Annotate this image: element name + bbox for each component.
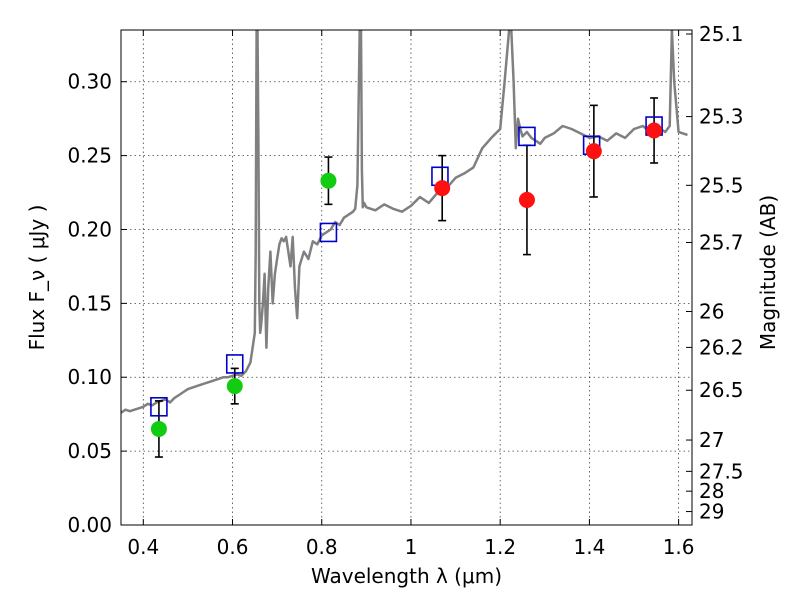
model-photometry-markers: [150, 116, 663, 417]
observed-photometry-markers: [150, 122, 663, 437]
y-tick-label: 0.05: [67, 439, 112, 463]
y-tick-label: 0.20: [67, 217, 112, 241]
y2-tick-label: 25.1: [699, 22, 744, 46]
y2-tick-label: 26.2: [699, 335, 744, 359]
observed-photometry-point: [320, 172, 337, 189]
observed-photometry-point: [226, 378, 243, 395]
model-photometry-square: [150, 396, 168, 417]
y2-tick-label: 27: [699, 428, 724, 452]
y2-tick-label: 29: [699, 500, 724, 524]
observed-photometry-point: [150, 420, 167, 437]
x-tick-label: 1.6: [663, 535, 695, 559]
x-tick-label: 1.4: [573, 535, 605, 559]
y2-tick-label: 26: [699, 299, 724, 323]
y2-tick-label: 25.7: [699, 230, 744, 254]
spectrum-line: [121, 30, 688, 414]
y-tick-label: 0.25: [67, 144, 112, 168]
tick-labels: 0.4 0.6 0.8 1 1.2 1.4 1.6 0.00 0.05 0.10 0.15 0.20 0…: [67, 22, 743, 559]
x-tick-label: 1: [405, 535, 418, 559]
model-photometry-square: [225, 354, 244, 374]
y-tick-label: 0.30: [67, 70, 112, 94]
y-axis-label: Flux F_ν ( μJy ): [25, 205, 49, 351]
y-tick-label: 0.10: [67, 365, 112, 389]
y-tick-label: 0.15: [67, 291, 112, 315]
model-photometry-square: [518, 126, 536, 147]
observed-photometry-point: [585, 143, 602, 160]
error-bars: [154, 97, 659, 458]
x-axis-label: Wavelength λ (μm): [311, 564, 502, 588]
observed-photometry-point: [518, 191, 535, 208]
y-tick-label: 0.00: [67, 513, 112, 537]
y2-tick-label: 26.5: [699, 378, 744, 402]
axis-ticks: [121, 30, 692, 526]
observed-photometry-point: [434, 180, 451, 197]
model-photometry-square: [319, 222, 338, 243]
y2-tick-label: 27.5: [699, 459, 744, 483]
y2-tick-label: 25.5: [699, 173, 744, 197]
x-tick-label: 1.2: [484, 535, 516, 559]
observed-photometry-point: [646, 122, 663, 139]
grid-lines: [121, 30, 692, 525]
plot-frame: [120, 29, 693, 526]
y2-tick-label: 28: [699, 479, 724, 503]
x-tick-label: 0.4: [127, 535, 159, 559]
y2-axis-label: Magnitude (AB): [756, 195, 780, 350]
spectrum-layer: [121, 30, 688, 414]
x-tick-label: 0.8: [306, 535, 338, 559]
x-tick-label: 0.6: [217, 535, 249, 559]
y2-tick-label: 25.3: [699, 105, 744, 129]
